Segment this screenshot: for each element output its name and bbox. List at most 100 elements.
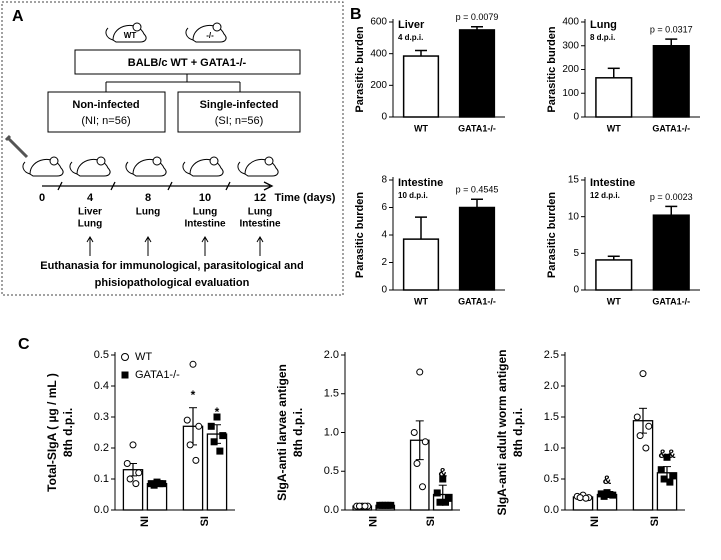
data-point — [126, 475, 134, 483]
data-point — [186, 441, 194, 449]
organ-label: Lung — [193, 207, 217, 218]
x-tick-label: GATA1-/- — [458, 296, 496, 306]
data-point — [195, 422, 203, 430]
y-tick-label: 1.0 — [544, 442, 559, 454]
mouse-icon — [69, 156, 111, 177]
y-axis-label: 8th d.p.i. — [291, 408, 305, 457]
y-tick-label: 0.1 — [94, 473, 109, 485]
y-tick-label: 0.0 — [94, 504, 109, 516]
arrow — [144, 236, 152, 256]
data-point — [439, 475, 447, 483]
mouse-label: -/- — [206, 31, 214, 40]
data-point — [129, 441, 137, 449]
significance-mark: & — [438, 465, 447, 479]
x-tick-label: WT — [607, 123, 621, 133]
y-tick-label: 0.5 — [544, 473, 559, 485]
data-point — [361, 502, 369, 510]
chart-title: Liver — [398, 19, 425, 31]
y-tick-label: 200 — [370, 80, 387, 91]
footer: Euthanasia for immunological, parasitolo… — [40, 260, 303, 272]
p-value: p = 0.4545 — [456, 185, 499, 195]
bar — [595, 77, 633, 118]
significance-mark: * — [215, 405, 220, 419]
data-point — [642, 444, 650, 452]
bar — [458, 29, 496, 118]
data-point — [207, 422, 215, 430]
chart-subtitle: 12 d.p.i. — [590, 191, 620, 200]
data-point — [657, 466, 665, 474]
y-tick-label: 400 — [370, 48, 387, 59]
data-point — [442, 498, 450, 506]
data-point — [645, 422, 653, 430]
legend-label: GATA1-/- — [135, 369, 180, 381]
y-tick-label: 2.5 — [544, 349, 559, 361]
data-point — [410, 429, 418, 436]
y-tick-label: 8 — [381, 175, 387, 186]
chart-subtitle: 10 d.p.i. — [398, 191, 428, 200]
data-point — [183, 416, 191, 424]
bar — [652, 45, 690, 118]
organ-label: Lung — [136, 207, 160, 218]
y-axis-label: SIgA-anti larvae antigen — [275, 364, 289, 501]
x-tick-label: GATA1-/- — [652, 123, 690, 133]
day-label: 12 — [254, 192, 266, 204]
y-tick-label: 15 — [568, 175, 580, 186]
data-point — [663, 453, 671, 461]
day-label: 10 — [199, 192, 211, 204]
p-value: p = 0.0317 — [650, 24, 693, 34]
data-point — [416, 368, 424, 376]
data-point — [210, 438, 218, 446]
y-axis-label: 8th d.p.i. — [61, 408, 75, 457]
y-tick-label: 1.5 — [544, 411, 559, 423]
x-tick-label: WT — [607, 296, 621, 306]
group-name: Single-infected — [200, 99, 279, 111]
x-tick-label: GATA1-/- — [652, 296, 690, 306]
mouse-icon — [182, 156, 224, 177]
group-box — [47, 91, 166, 133]
data-point — [419, 483, 427, 491]
y-axis-label: Parasitic burden — [354, 26, 366, 112]
y-tick-label: 0.0 — [544, 504, 559, 516]
mouse-icon — [237, 156, 279, 177]
footer: phisiopathological evaluation — [95, 277, 250, 289]
data-point — [219, 432, 227, 440]
day-label: 0 — [39, 192, 45, 204]
x-tick-label: NI — [368, 516, 380, 527]
x-tick-label: GATA1-/- — [458, 123, 496, 133]
data-point — [216, 447, 224, 455]
organ-label: Intestine — [184, 219, 226, 230]
arrow — [86, 236, 94, 256]
x-tick-label: NI — [589, 516, 601, 527]
data-point — [413, 460, 421, 467]
data-point — [666, 478, 674, 486]
data-point — [636, 432, 644, 440]
data-point — [213, 413, 221, 421]
significance-mark: & — [603, 473, 612, 487]
y-tick-label: 0.2 — [94, 442, 109, 454]
group-detail: (NI; n=56) — [81, 115, 130, 127]
syringe — [4, 134, 29, 159]
timeline — [42, 181, 274, 191]
y-tick-label: 400 — [562, 17, 579, 28]
data-point — [421, 438, 429, 446]
y-axis-label: Parasitic burden — [546, 26, 558, 112]
data-point — [132, 480, 140, 488]
p-value: p = 0.0079 — [456, 12, 499, 22]
data-point — [633, 413, 641, 421]
day-label: 8 — [145, 192, 151, 204]
data-point — [150, 481, 158, 489]
data-point — [669, 472, 677, 480]
x-tick-label: WT — [414, 296, 428, 306]
y-axis-label: Parasitic burden — [546, 192, 558, 278]
group-name: Non-infected — [72, 99, 139, 111]
data-point — [582, 494, 590, 502]
bar — [652, 214, 690, 291]
arrow — [256, 236, 264, 256]
mouse-label: WT — [124, 31, 137, 40]
time-unit: Time (days) — [275, 192, 336, 204]
y-tick-label: 1.5 — [324, 388, 339, 400]
data-point — [384, 501, 392, 509]
y-tick-label: 0 — [573, 285, 579, 296]
